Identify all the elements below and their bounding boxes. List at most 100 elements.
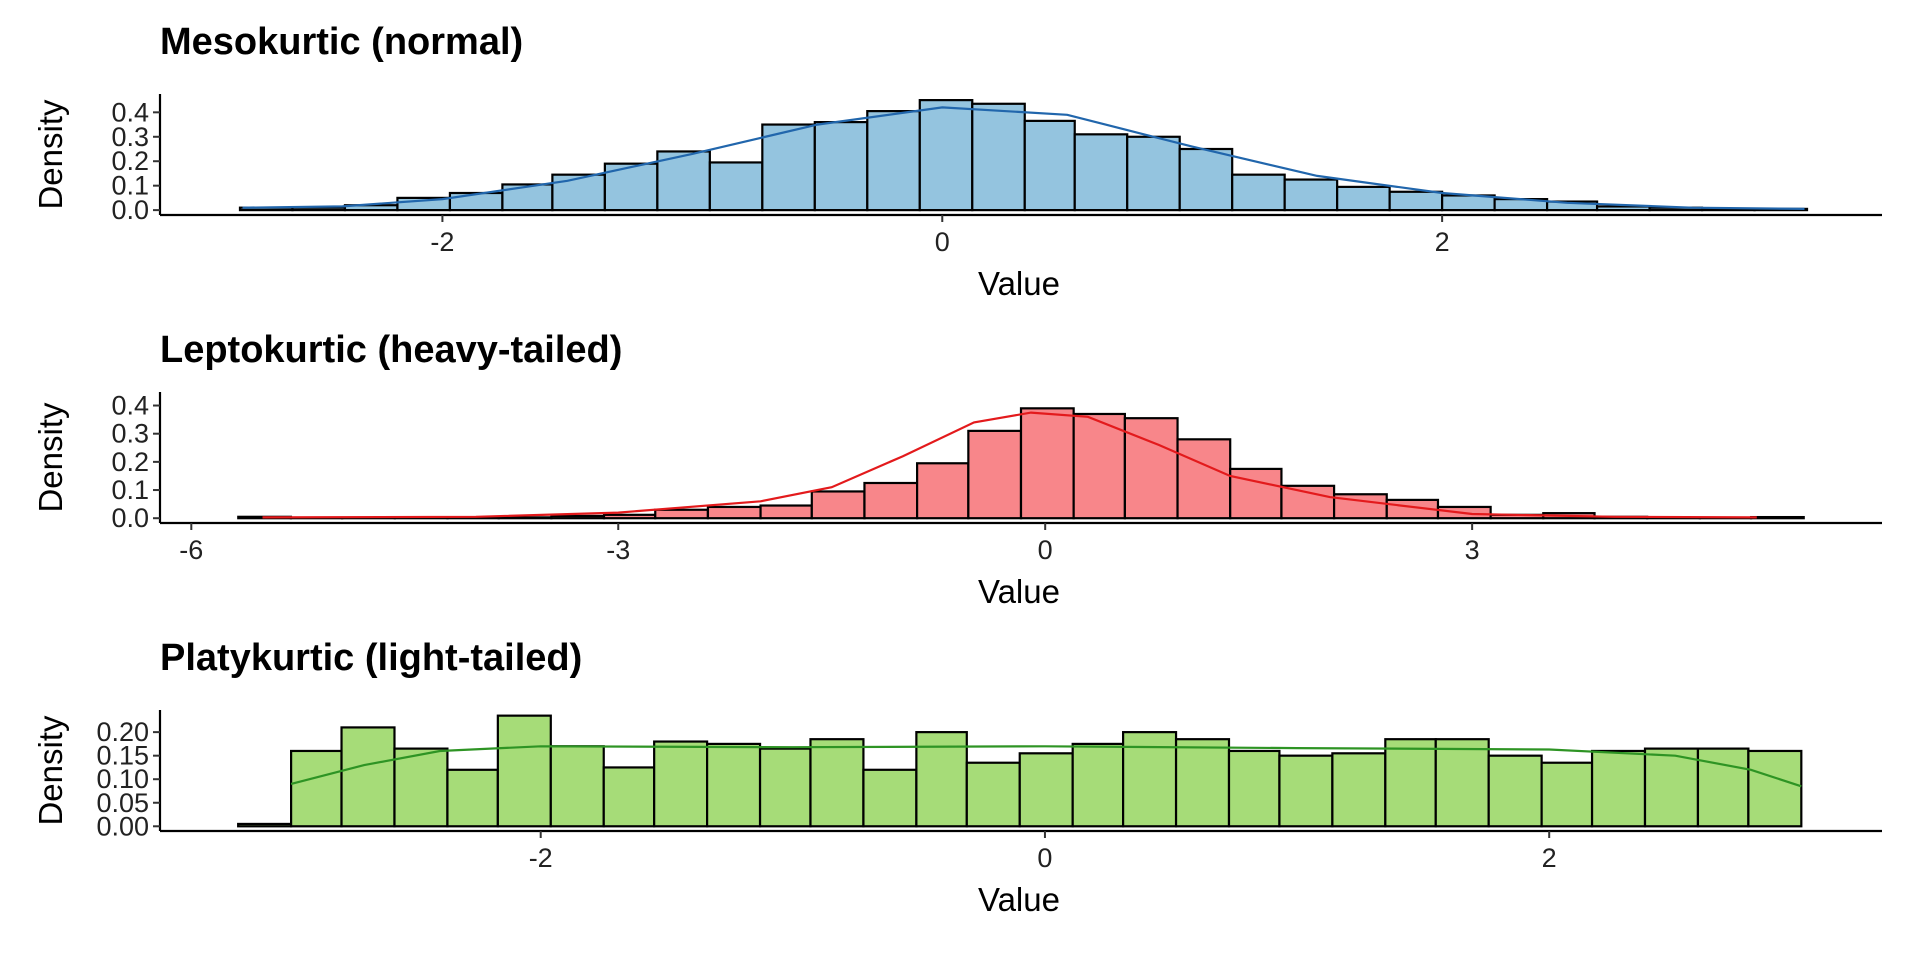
bar (866, 110, 921, 212)
y-tick-label: 0.05 (96, 788, 149, 818)
y-tick-label: 0.2 (111, 447, 149, 477)
bar (1123, 417, 1179, 520)
x-tick-label: 2 (1542, 843, 1557, 873)
x-axis-label: Value (978, 573, 1060, 610)
bar (1590, 749, 1647, 828)
bar (1278, 754, 1334, 828)
bar (1283, 178, 1339, 212)
bar (1126, 135, 1181, 212)
y-tick-label: 0.3 (111, 419, 149, 449)
y-tick-label: 0.3 (111, 122, 149, 152)
bar (551, 173, 606, 212)
bar (971, 102, 1026, 212)
bar (497, 516, 553, 520)
bar (706, 742, 762, 828)
bar (1747, 749, 1803, 828)
y-tick-label: 0.1 (111, 475, 149, 505)
x-tick-label: 2 (1435, 227, 1450, 257)
bar (1072, 412, 1126, 520)
bar (863, 481, 919, 520)
bar (1018, 752, 1074, 828)
bar (967, 429, 1023, 520)
y-axis-label: Density (32, 402, 69, 513)
x-axis-label: Value (978, 265, 1060, 302)
bar (1229, 467, 1283, 520)
bar (1227, 749, 1281, 828)
bar (759, 504, 813, 520)
bar (448, 191, 504, 212)
bar (653, 740, 709, 828)
y-tick-label: 0.20 (96, 717, 149, 747)
y-tick-label: 0.0 (111, 503, 149, 533)
bar (1073, 133, 1129, 212)
bar (446, 768, 499, 828)
y-axis-label: Density (32, 99, 69, 210)
x-tick-label: 0 (935, 227, 950, 257)
bar (340, 726, 396, 828)
bar (1384, 738, 1437, 828)
panel-title: Platykurtic (light-tailed) (160, 637, 582, 679)
bar (550, 514, 606, 520)
bar (758, 747, 812, 828)
bar (290, 749, 343, 828)
bar (1231, 173, 1286, 212)
bar (237, 822, 293, 828)
bar (1595, 205, 1651, 212)
y-tick-label: 0.10 (96, 764, 149, 794)
bar (1280, 484, 1336, 520)
bar (918, 99, 974, 212)
bar (1487, 754, 1543, 828)
bar (1336, 185, 1391, 212)
x-tick-label: -3 (606, 535, 630, 565)
x-axis-label: Value (978, 881, 1060, 918)
y-tick-label: 0.4 (111, 391, 149, 421)
bar (916, 462, 970, 520)
bar (1441, 194, 1496, 212)
x-tick-label: -6 (179, 535, 203, 565)
bar (602, 766, 656, 828)
bar (1174, 738, 1231, 828)
bar (1331, 752, 1387, 828)
bar (654, 508, 710, 520)
panel-title: Mesokurtic (normal) (160, 21, 523, 63)
y-tick-label: 0.0 (111, 195, 149, 225)
density-curve (242, 106, 1805, 210)
y-tick-label: 0.15 (96, 741, 149, 771)
y-tick-label: 0.00 (96, 811, 149, 841)
bar (761, 123, 816, 212)
bar (549, 745, 605, 828)
bar (708, 161, 764, 212)
bar (1749, 515, 1805, 520)
bar (862, 768, 918, 828)
bar (393, 747, 449, 828)
bar (813, 121, 869, 212)
bar (1019, 407, 1075, 520)
bar (1540, 761, 1594, 828)
bar (1023, 119, 1076, 212)
x-tick-label: 0 (1037, 843, 1052, 873)
y-axis-label: Density (32, 715, 69, 826)
bar (1434, 738, 1490, 828)
x-tick-label: 3 (1465, 535, 1480, 565)
bar (1178, 147, 1234, 212)
x-tick-label: 0 (1038, 535, 1053, 565)
y-tick-label: 0.2 (111, 146, 149, 176)
bar (1176, 438, 1232, 520)
bar (1071, 742, 1125, 828)
bar (706, 505, 762, 520)
panel-title: Leptokurtic (heavy-tailed) (160, 329, 622, 371)
density-curve (262, 411, 1757, 519)
bar (501, 183, 554, 212)
x-tick-label: -2 (529, 843, 553, 873)
bar (602, 513, 657, 520)
y-tick-label: 0.4 (111, 97, 149, 127)
bar (1643, 747, 1700, 828)
bar (810, 490, 866, 520)
x-tick-label: -2 (430, 227, 454, 257)
density-curve (290, 745, 1802, 788)
bar (496, 714, 552, 828)
bar (809, 738, 865, 828)
y-tick-label: 0.1 (111, 171, 149, 201)
